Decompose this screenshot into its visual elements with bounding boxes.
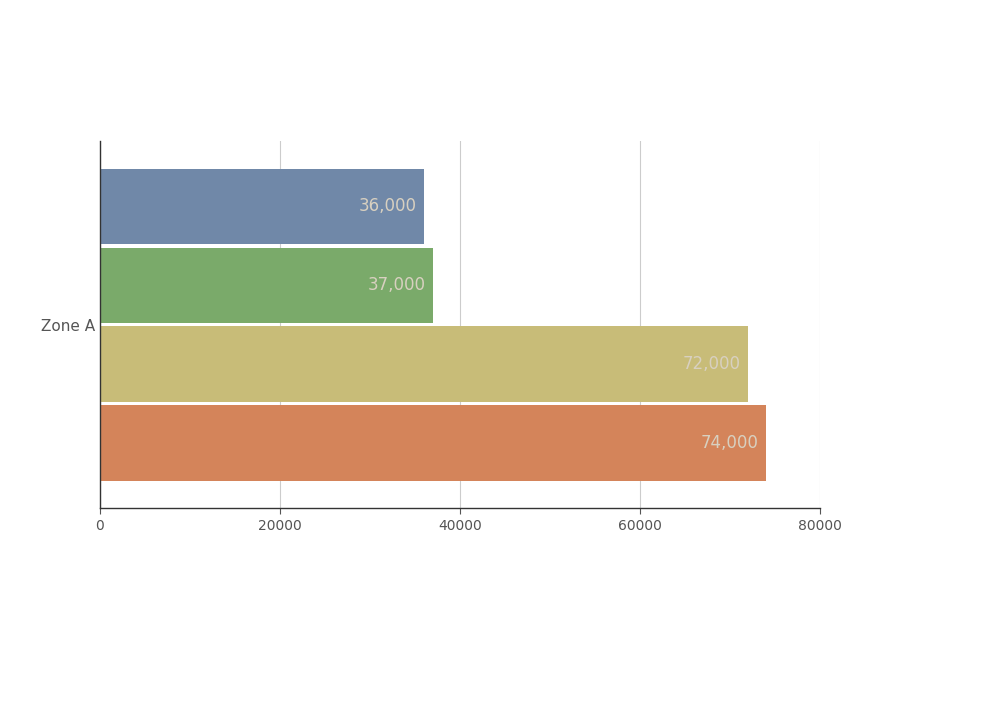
Bar — [100, 248, 433, 323]
Text: 74,000: 74,000 — [701, 434, 759, 452]
Text: 37,000: 37,000 — [368, 276, 426, 294]
Bar — [100, 326, 748, 402]
Text: 36,000: 36,000 — [359, 198, 417, 215]
Bar — [100, 169, 424, 244]
Bar — [100, 405, 766, 481]
Text: 72,000: 72,000 — [683, 355, 741, 373]
